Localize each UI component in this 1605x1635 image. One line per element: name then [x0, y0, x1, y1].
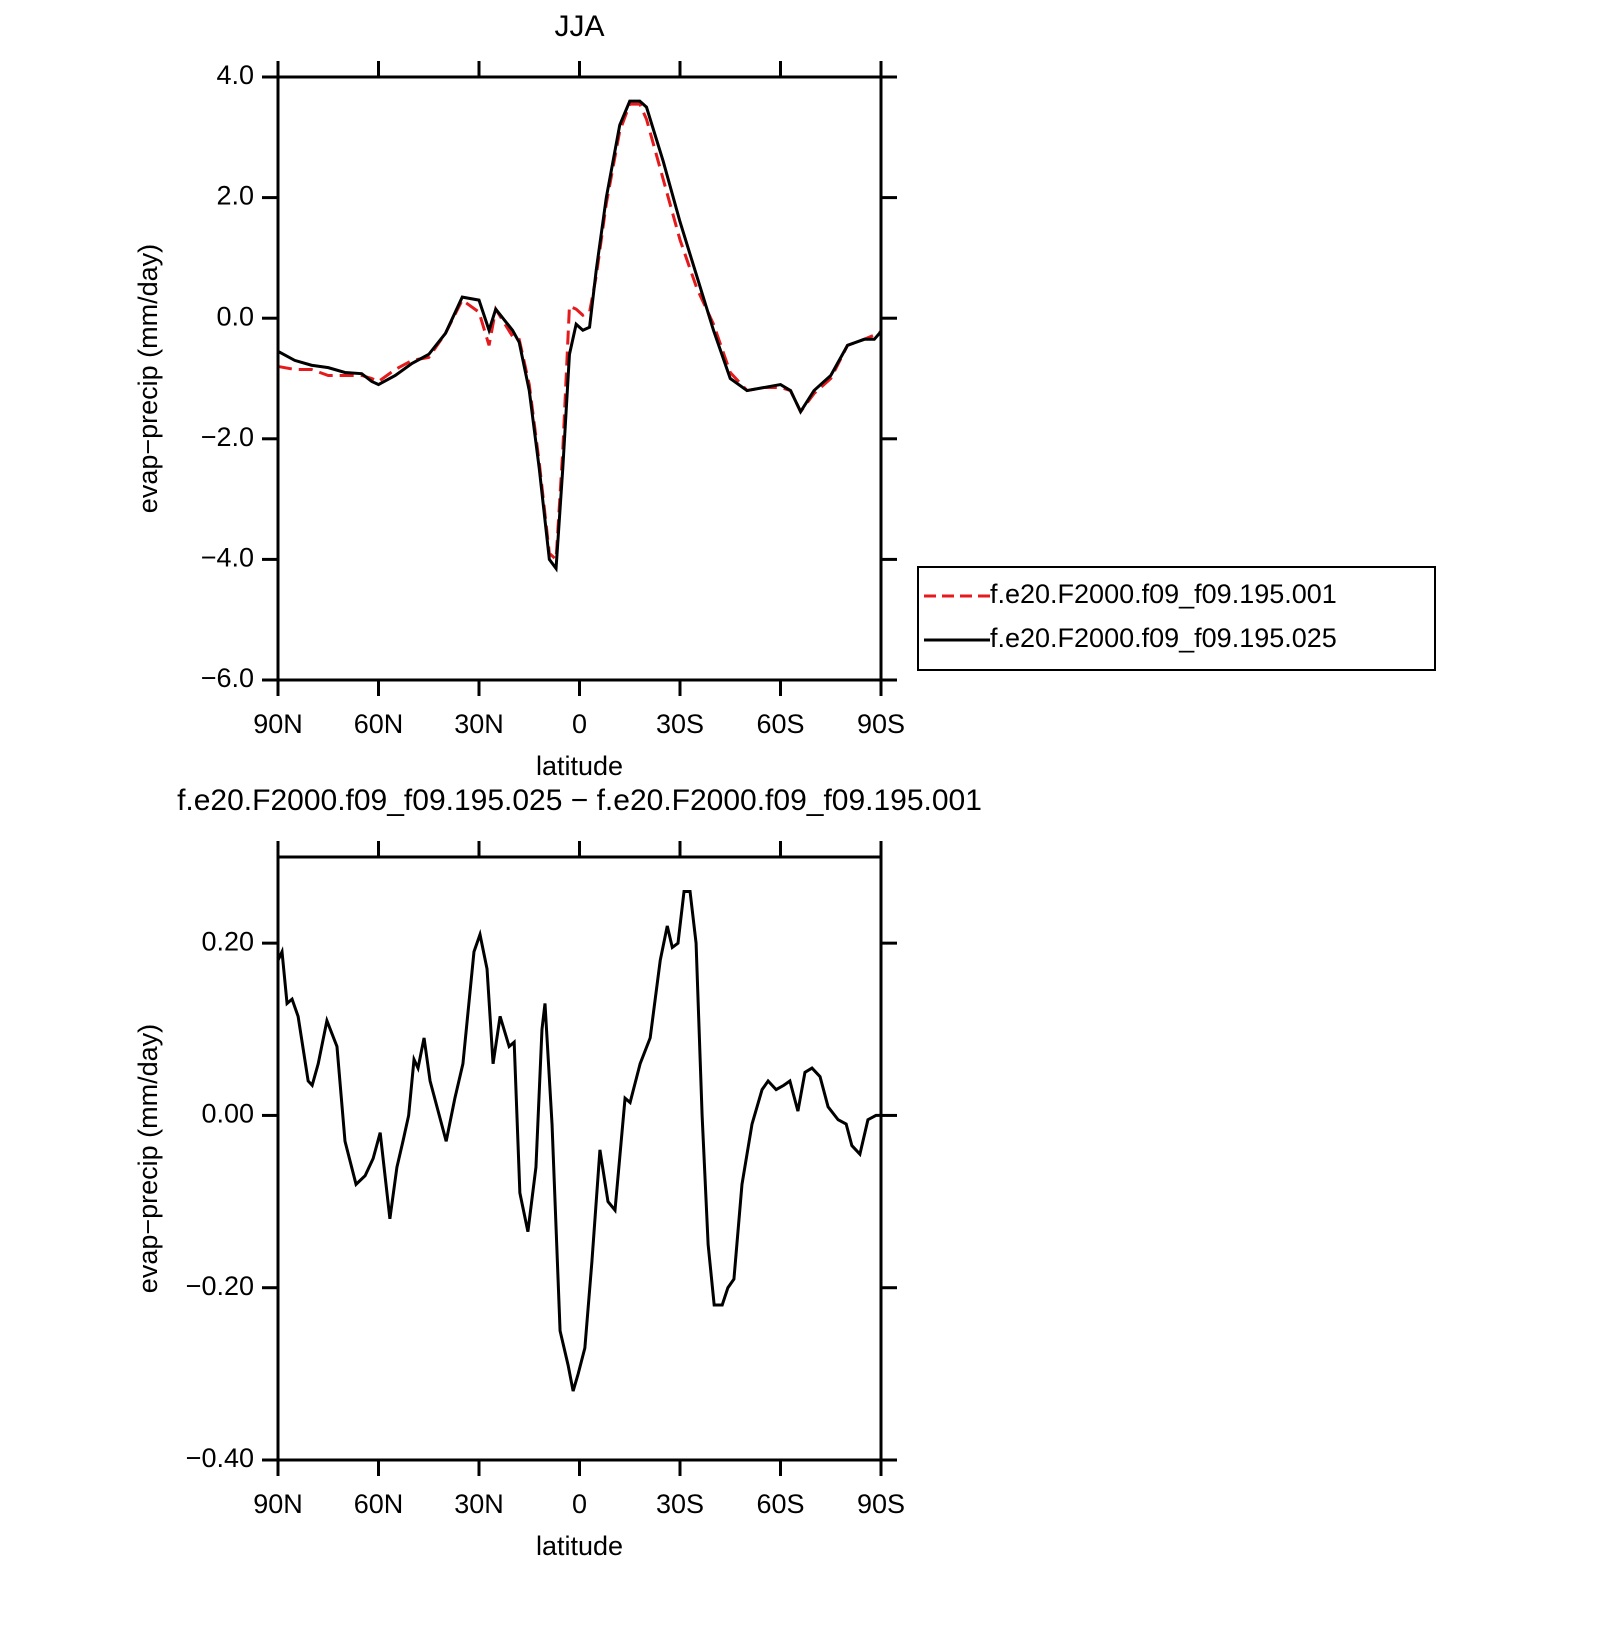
y-tick-label: −0.40 [186, 1443, 254, 1473]
y-axis-label: evap−precip (mm/day) [133, 244, 163, 513]
legend-label: f.e20.F2000.f09_f09.195.001 [990, 579, 1337, 609]
x-tick-label: 0 [572, 1489, 587, 1519]
y-tick-label: −6.0 [201, 663, 254, 693]
y-tick-label: −4.0 [201, 543, 254, 573]
y-tick-label: −0.20 [186, 1271, 254, 1301]
legend-label: f.e20.F2000.f09_f09.195.025 [990, 623, 1337, 653]
x-axis-label: latitude [536, 751, 623, 781]
data-line [276, 889, 881, 1392]
x-tick-label: 60N [354, 1489, 404, 1519]
legend: f.e20.F2000.f09_f09.195.001 f.e20.F2000.f… [917, 566, 1436, 671]
y-tick-label: 0.0 [216, 301, 254, 331]
y-tick-label: 0.20 [201, 926, 254, 956]
x-tick-label: 30S [656, 1489, 704, 1519]
x-tick-label: 30N [454, 709, 504, 739]
data-line [277, 102, 882, 563]
chart-title: JJA [554, 10, 604, 43]
x-axis-label: latitude [536, 1531, 623, 1561]
x-tick-label: 60S [756, 709, 804, 739]
data-line [277, 99, 883, 573]
y-tick-label: 4.0 [216, 60, 254, 90]
x-tick-label: 90N [253, 1489, 303, 1519]
x-tick-label: 60N [354, 709, 404, 739]
chart: JJA −6.0 −4.0 −2.0 0.0 2.0 4.0 90N 60N 30N 0 30S 60S… [133, 10, 1436, 781]
x-tick-label: 90S [857, 709, 905, 739]
x-tick-label: 30S [656, 709, 704, 739]
y-axis-label: evap−precip (mm/day) [133, 1024, 163, 1293]
x-tick-label: 90S [857, 1489, 905, 1519]
chart-title: f.e20.F2000.f09_f09.195.025 − f.e20.F200… [177, 784, 982, 817]
x-tick-label: 30N [454, 1489, 504, 1519]
y-tick-label: 0.00 [201, 1099, 254, 1129]
y-tick-label: 2.0 [216, 181, 254, 211]
x-tick-label: 0 [572, 709, 587, 739]
chart: f.e20.F2000.f09_f09.195.025 − f.e20.F200… [133, 784, 982, 1561]
y-tick-label: −2.0 [201, 422, 254, 452]
x-tick-label: 90N [253, 709, 303, 739]
legend-box [917, 566, 1436, 671]
x-tick-label: 60S [756, 1489, 804, 1519]
